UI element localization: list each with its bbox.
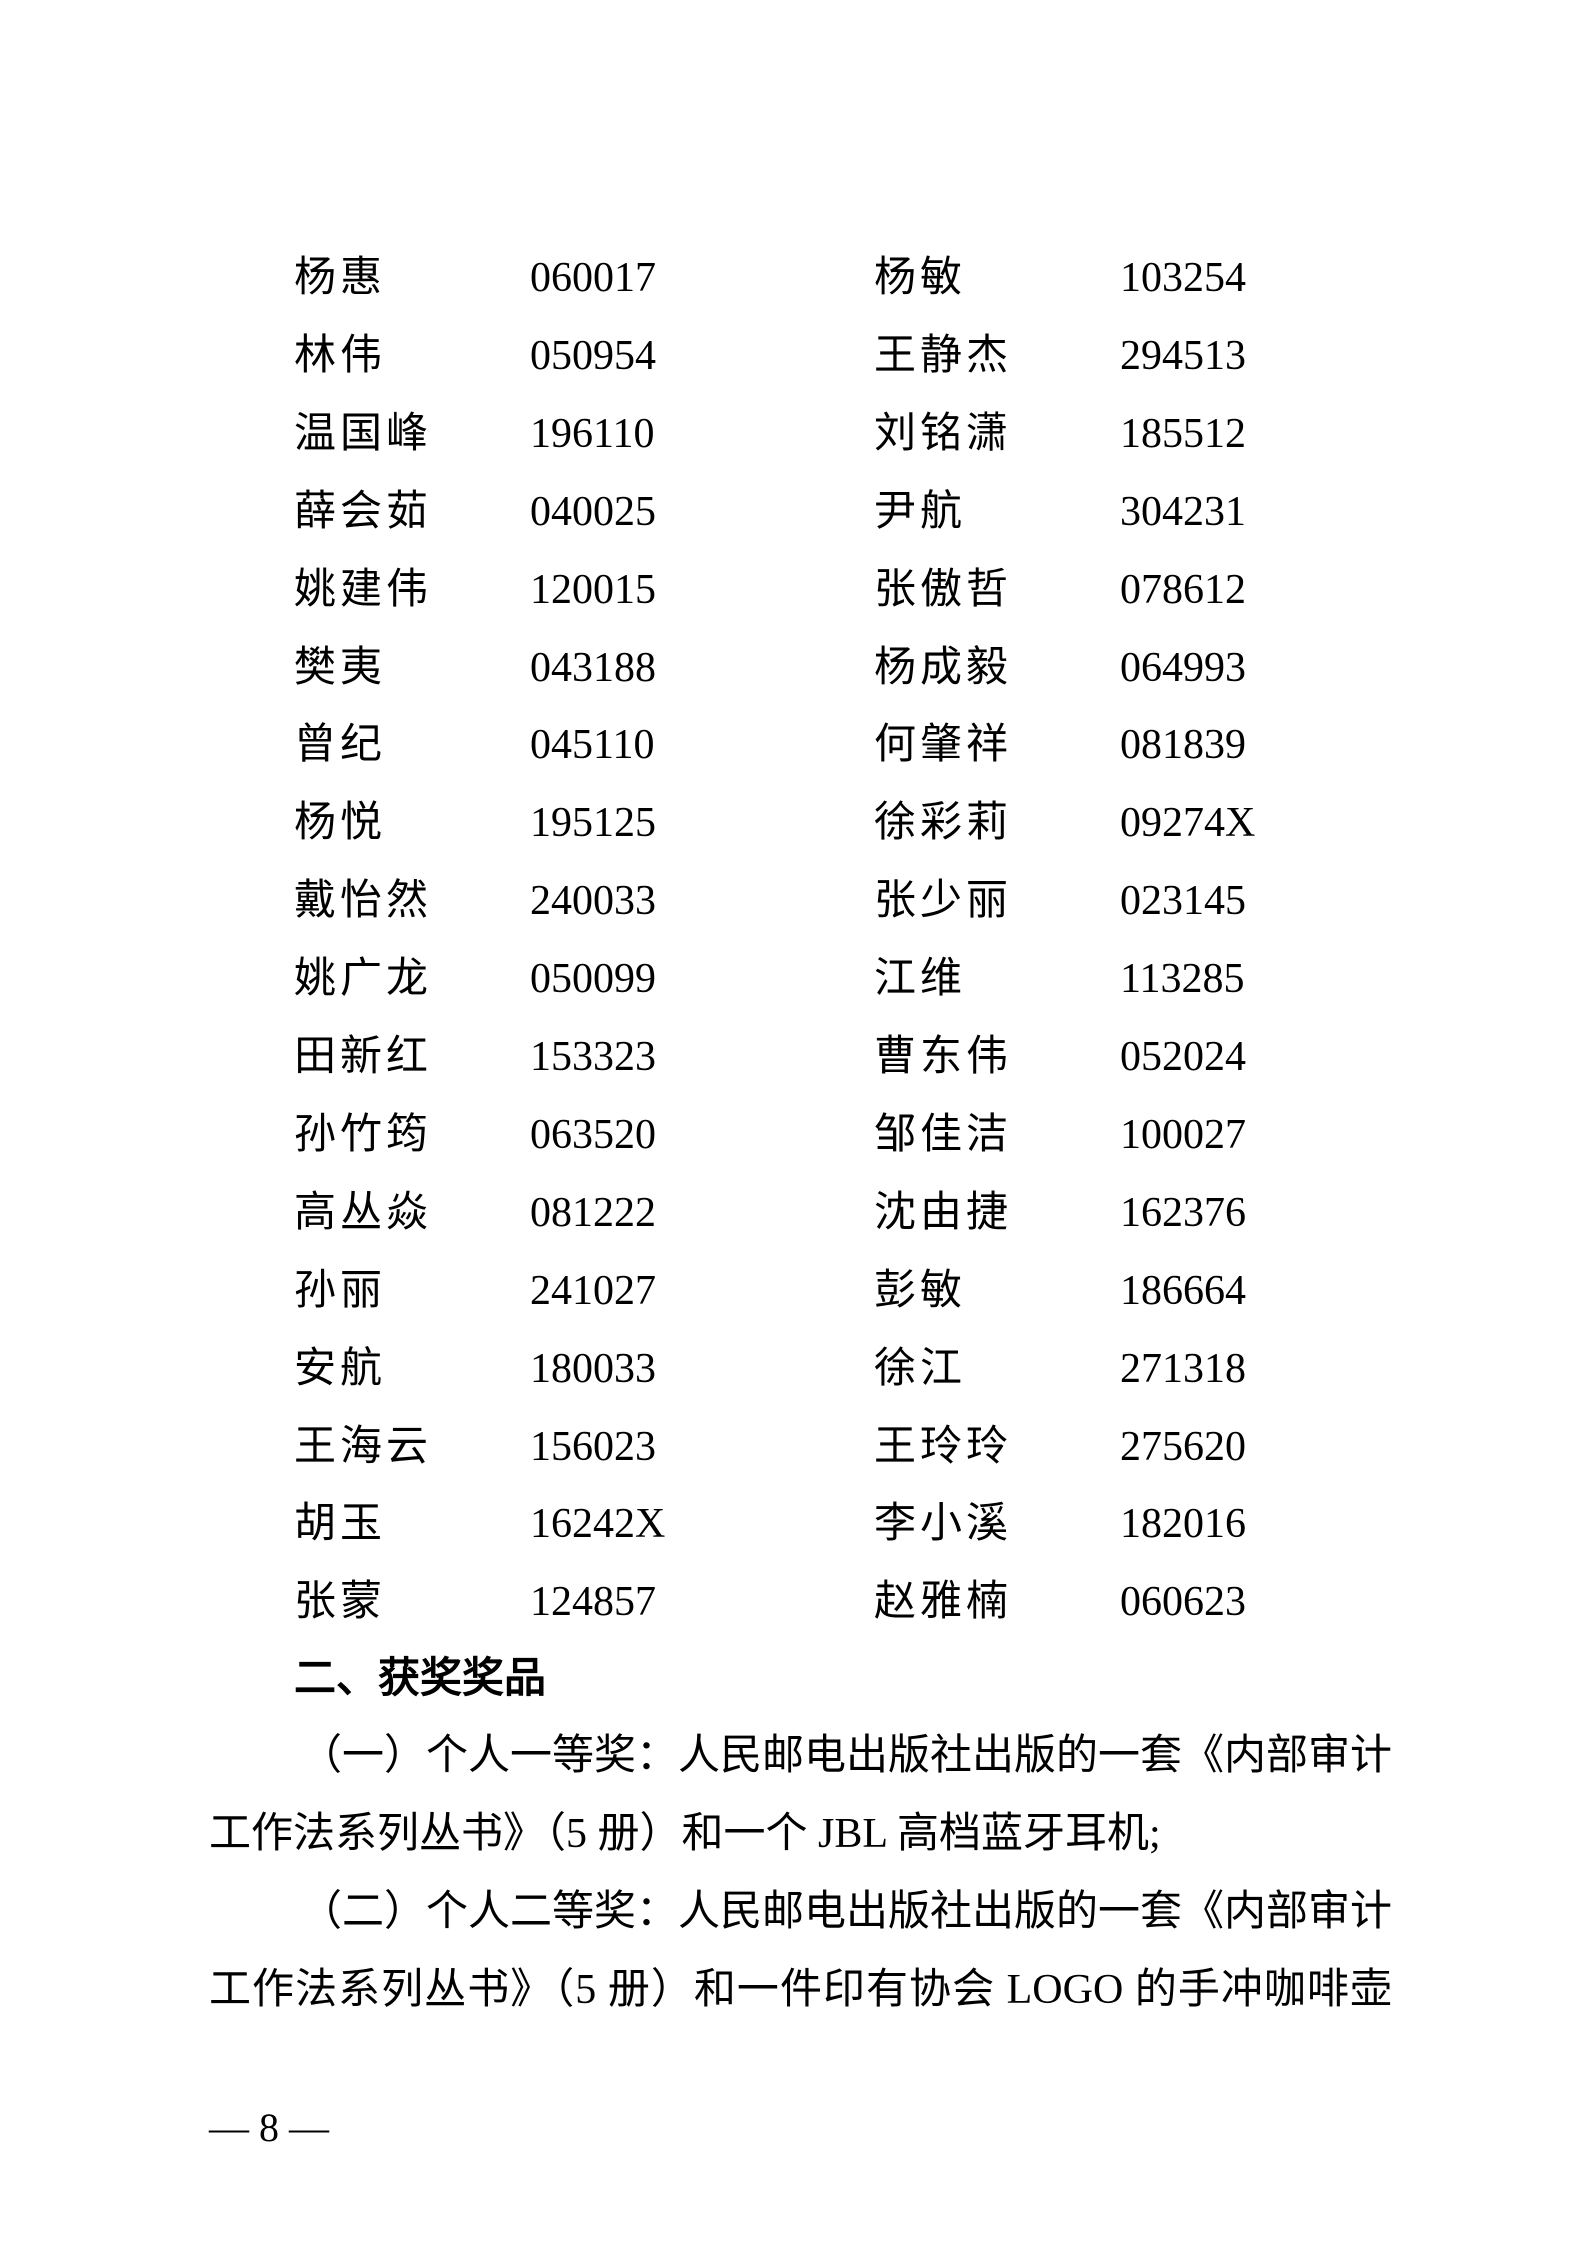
- name-left: 安航: [294, 1345, 387, 1392]
- code-left: 050099: [530, 956, 656, 1003]
- code-left: 196110: [530, 410, 655, 457]
- name-right: 江维: [874, 956, 967, 1003]
- list-row: 高丛焱 081222 沈由捷 162376: [0, 1174, 1587, 1252]
- name-right: 沈由捷: [874, 1189, 1013, 1236]
- paragraph-1-line-2: 工作法系列丛书》（5 册）和一个 JBL 高档蓝牙耳机;: [209, 1811, 1161, 1857]
- name-right: 刘铭潇: [874, 410, 1013, 457]
- page-number: — 8 —: [209, 2105, 329, 2150]
- code-left: 050954: [530, 332, 656, 379]
- code-left: 156023: [530, 1423, 656, 1470]
- code-right: 162376: [1120, 1189, 1246, 1236]
- name-left: 姚建伟: [294, 566, 433, 613]
- list-row: 杨悦 195125 徐彩莉 09274X: [0, 784, 1587, 862]
- list-row: 姚广龙 050099 江维 113285: [0, 940, 1587, 1018]
- name-right: 邹佳洁: [874, 1111, 1013, 1158]
- code-left: 124857: [530, 1579, 656, 1626]
- code-right: 113285: [1120, 956, 1245, 1003]
- list-row: 张蒙 124857 赵雅楠 060623: [0, 1563, 1587, 1641]
- name-left: 薛会茹: [294, 488, 433, 535]
- code-left: 040025: [530, 488, 656, 535]
- list-row: 孙竹筠 063520 邹佳洁 100027: [0, 1096, 1587, 1174]
- name-left: 胡玉: [294, 1501, 387, 1548]
- name-right: 曹东伟: [874, 1034, 1013, 1080]
- name-left: 孙丽: [294, 1267, 387, 1314]
- name-right: 彭敏: [874, 1267, 967, 1314]
- code-right: 186664: [1120, 1267, 1246, 1314]
- name-left: 高丛焱: [294, 1189, 433, 1236]
- name-right: 徐江: [874, 1345, 967, 1392]
- name-right: 尹航: [874, 488, 967, 535]
- name-left: 杨惠: [294, 255, 387, 301]
- code-left: 060017: [530, 255, 656, 301]
- code-left: 045110: [530, 722, 655, 769]
- list-row: 薛会茹 040025 尹航 304231: [0, 473, 1587, 551]
- name-left: 张蒙: [294, 1579, 387, 1626]
- paragraph-1-line-1: （一）个人一等奖：人民邮电出版社出版的一套《内部审计: [300, 1733, 1393, 1779]
- list-row: 林伟 050954 王静杰 294513: [0, 317, 1587, 395]
- name-left: 樊夷: [294, 644, 387, 691]
- name-left: 戴怡然: [294, 878, 433, 925]
- name-right: 张傲哲: [874, 566, 1013, 613]
- paragraph-2-line-2: 工作法系列丛书》（5 册）和一件印有协会 LOGO 的手冲咖啡壶: [209, 1967, 1392, 2013]
- code-left: 16242X: [530, 1501, 666, 1548]
- code-right: 100027: [1120, 1111, 1246, 1158]
- list-row: 姚建伟 120015 张傲哲 078612: [0, 551, 1587, 629]
- list-row: 温国峰 196110 刘铭潇 185512: [0, 395, 1587, 473]
- name-left: 曾纪: [294, 722, 387, 769]
- code-left: 240033: [530, 878, 656, 925]
- list-row: 杨惠 060017 杨敏 103254: [0, 239, 1587, 317]
- name-right: 何肇祥: [874, 722, 1013, 769]
- code-right: 052024: [1120, 1034, 1246, 1080]
- code-right: 078612: [1120, 566, 1246, 613]
- list-row: 樊夷 043188 杨成毅 064993: [0, 629, 1587, 707]
- code-left: 153323: [530, 1034, 656, 1080]
- name-right: 王静杰: [874, 332, 1013, 379]
- paragraph-2-line-1: （二）个人二等奖：人民邮电出版社出版的一套《内部审计: [300, 1889, 1393, 1935]
- name-left: 田新红: [294, 1034, 433, 1080]
- list-row: 安航 180033 徐江 271318: [0, 1330, 1587, 1408]
- list-row: 孙丽 241027 彭敏 186664: [0, 1252, 1587, 1330]
- name-right: 赵雅楠: [874, 1579, 1013, 1626]
- code-left: 195125: [530, 800, 656, 847]
- name-right: 杨敏: [874, 255, 967, 301]
- name-left: 林伟: [294, 332, 387, 379]
- code-right: 064993: [1120, 644, 1246, 691]
- section-heading: 二、获奖奖品: [294, 1653, 547, 1702]
- name-left: 姚广龙: [294, 956, 433, 1003]
- list-row: 王海云 156023 王玲玲 275620: [0, 1408, 1587, 1486]
- code-right: 023145: [1120, 878, 1246, 925]
- list-row: 胡玉 16242X 李小溪 182016: [0, 1485, 1587, 1563]
- name-right: 杨成毅: [874, 644, 1013, 691]
- code-right: 060623: [1120, 1579, 1246, 1626]
- name-left: 王海云: [294, 1423, 433, 1470]
- code-right: 304231: [1120, 488, 1246, 535]
- name-right: 王玲玲: [874, 1423, 1013, 1470]
- code-left: 241027: [530, 1267, 656, 1314]
- name-right: 张少丽: [874, 878, 1013, 925]
- name-left: 温国峰: [294, 410, 433, 457]
- list-row: 曾纪 045110 何肇祥 081839: [0, 706, 1587, 784]
- code-left: 043188: [530, 644, 656, 691]
- list-row: 田新红 153323 曹东伟 052024: [0, 1018, 1587, 1096]
- code-left: 063520: [530, 1111, 656, 1158]
- code-right: 081839: [1120, 722, 1246, 769]
- code-left: 180033: [530, 1345, 656, 1392]
- code-right: 09274X: [1120, 800, 1256, 847]
- code-right: 294513: [1120, 332, 1246, 379]
- code-right: 271318: [1120, 1345, 1246, 1392]
- code-right: 103254: [1120, 255, 1246, 301]
- code-right: 275620: [1120, 1423, 1246, 1470]
- code-right: 182016: [1120, 1501, 1246, 1548]
- code-left: 081222: [530, 1189, 656, 1236]
- list-row: 戴怡然 240033 张少丽 023145: [0, 862, 1587, 940]
- name-left: 杨悦: [294, 800, 387, 847]
- code-right: 185512: [1120, 410, 1246, 457]
- name-right: 徐彩莉: [874, 800, 1013, 847]
- code-left: 120015: [530, 566, 656, 613]
- name-left: 孙竹筠: [294, 1111, 433, 1158]
- name-right: 李小溪: [874, 1501, 1013, 1548]
